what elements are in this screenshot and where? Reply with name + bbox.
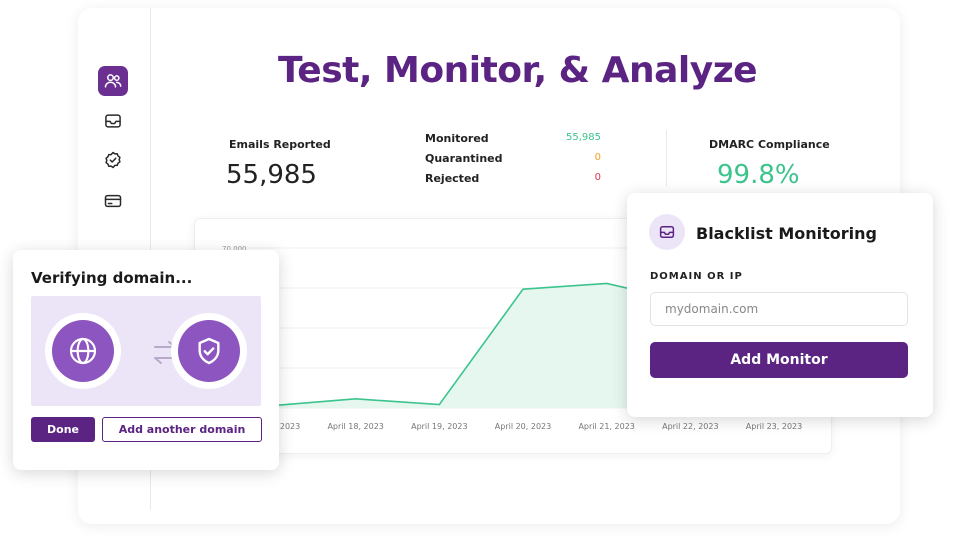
x-tick-label: April 22, 2023 (662, 422, 718, 431)
stats-divider (666, 130, 667, 186)
x-tick-label: April 20, 2023 (495, 422, 551, 431)
verify-illustration (31, 296, 261, 406)
check-shield-icon[interactable] (98, 145, 128, 175)
monitored-label: Monitored (425, 132, 489, 145)
blacklist-title: Blacklist Monitoring (696, 224, 877, 243)
verify-domain-card: Verifying domain... Done Add another dom… (13, 250, 279, 470)
x-tick-label: April 21, 2023 (578, 422, 634, 431)
rejected-label: Rejected (425, 172, 480, 185)
add-another-domain-button[interactable]: Add another domain (102, 417, 262, 442)
rejected-value: 0 (594, 172, 601, 183)
verify-title: Verifying domain... (31, 269, 193, 287)
done-button[interactable]: Done (31, 417, 95, 442)
domain-field-label: DOMAIN OR IP (650, 271, 743, 282)
users-icon[interactable] (98, 66, 128, 96)
page-title: Test, Monitor, & Analyze (278, 50, 758, 91)
add-monitor-button[interactable]: Add Monitor (650, 342, 908, 378)
dmarc-value: 99.8% (717, 160, 800, 190)
credit-card-icon[interactable] (98, 186, 128, 216)
globe-circle (45, 313, 121, 389)
quarantined-value: 0 (594, 152, 601, 163)
monitored-value: 55,985 (566, 132, 601, 143)
x-tick-label: April 18, 2023 (327, 422, 383, 431)
quarantined-label: Quarantined (425, 152, 503, 165)
shield-circle (171, 313, 247, 389)
x-tick-label: April 23, 2023 (746, 422, 802, 431)
emails-reported-label: Emails Reported (229, 138, 331, 151)
y-tick-label: 70,000 (222, 245, 247, 253)
inbox-icon (659, 226, 675, 238)
globe-icon (69, 337, 97, 365)
x-tick-label: April 19, 2023 (411, 422, 467, 431)
emails-reported-value: 55,985 (226, 160, 317, 190)
inbox-badge (649, 214, 685, 250)
shield-check-icon (198, 337, 220, 365)
dmarc-label: DMARC Compliance (709, 138, 830, 151)
blacklist-monitoring-card: Blacklist Monitoring DOMAIN OR IP Add Mo… (627, 193, 933, 417)
domain-input[interactable] (650, 292, 908, 326)
inbox-icon[interactable] (98, 106, 128, 136)
